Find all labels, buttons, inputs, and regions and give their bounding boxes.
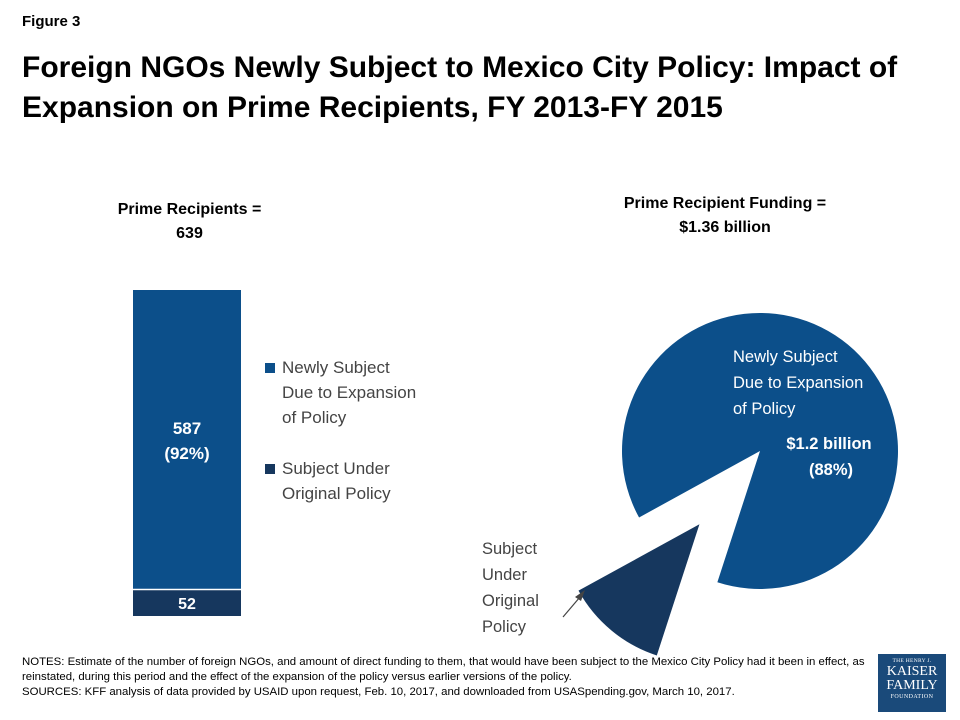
kff-logo: THE HENRY J. KAISER FAMILY FOUNDATION <box>878 654 946 712</box>
stacked-bar: 587 (92%) 52 <box>133 290 241 616</box>
pie-chart-heading: Prime Recipient Funding = $1.36 billion <box>590 192 860 240</box>
figure-label: Figure 3 <box>22 13 81 30</box>
bar-chart-heading: Prime Recipients = 639 <box>92 198 287 246</box>
pie-slice-name-label: Newly Subject <box>733 348 838 366</box>
chart-title: Foreign NGOs Newly Subject to Mexico Cit… <box>22 51 898 124</box>
pie-slice-newly-subject <box>622 313 899 590</box>
chart-notes: NOTES: Estimate of the number of foreign… <box>22 655 872 700</box>
pie-slice-name-label: of Policy <box>733 400 796 418</box>
pie-heading-line1: Prime Recipient Funding = <box>623 195 827 212</box>
legend-swatch-original-policy <box>265 464 275 474</box>
legend-label-line: Newly Subject <box>282 358 390 377</box>
legend-label-line: Due to Expansion <box>282 383 417 402</box>
sources-text: SOURCES: KFF analysis of data provided b… <box>22 686 735 698</box>
pie-slice-name-label: Policy <box>482 618 527 636</box>
pie-chart: Newly Subject Due to Expansion of Policy… <box>482 313 899 656</box>
pie-heading-line2: $1.36 billion <box>679 219 771 236</box>
legend-label-line: Subject Under <box>282 459 390 478</box>
pie-slice-value-label: million <box>575 523 627 540</box>
pie-slice-name-label: Under <box>482 566 527 584</box>
legend-label-line: of Policy <box>282 408 347 427</box>
pie-slice-original-policy <box>578 524 700 656</box>
callout-arrow-icon <box>562 590 585 618</box>
bar-segment-newly-subject <box>133 290 241 590</box>
legend-label-line: Original Policy <box>282 484 391 503</box>
bar-heading-line2: 639 <box>176 225 203 242</box>
pie-slice-value-label: $167 <box>583 498 619 515</box>
pie-slice-name-label: Subject <box>482 540 537 558</box>
bar-segment-original-policy <box>133 589 241 616</box>
bar-data-label: 587 <box>173 419 201 438</box>
notes-text: NOTES: Estimate of the number of foreign… <box>22 656 865 683</box>
bar-heading-line1: Prime Recipients = <box>117 201 262 218</box>
pie-slice-name-label: Due to Expansion <box>733 374 863 392</box>
bar-data-label: 52 <box>178 596 196 613</box>
pie-slice-value-label: (88%) <box>809 461 853 479</box>
legend-swatch-newly-subject <box>265 363 275 373</box>
bar-data-label: (92%) <box>164 444 209 463</box>
pie-slice-name-label: Original <box>482 592 539 610</box>
pie-slice-value-label: $1.2 billion <box>786 435 871 453</box>
